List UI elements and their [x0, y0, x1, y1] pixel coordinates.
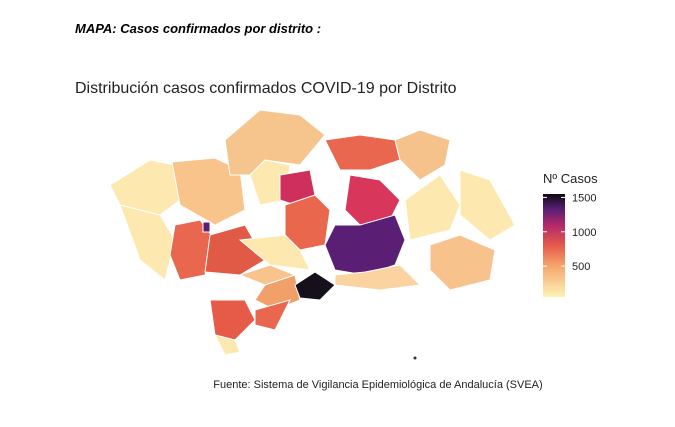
district [119, 204, 176, 281]
map [109, 109, 516, 356]
colorbar [543, 194, 565, 297]
chart-title: Distribución casos confirmados COVID-19 … [75, 80, 457, 97]
district [459, 169, 516, 241]
district [202, 221, 211, 233]
district [169, 219, 216, 281]
header: MAPA: Casos confirmados por distrito : [75, 21, 321, 36]
colorbar-label: 1500 [572, 192, 596, 204]
source: Fuente: Sistema de Vigilancia Epidemioló… [213, 379, 542, 391]
district [209, 299, 256, 341]
district [204, 224, 266, 276]
district [238, 234, 311, 271]
district [394, 129, 451, 181]
district [224, 109, 326, 176]
district [254, 299, 291, 331]
district [404, 174, 461, 241]
district [171, 157, 246, 226]
district [214, 334, 241, 356]
colorbar-label: 500 [572, 261, 590, 273]
district [324, 134, 401, 171]
district [429, 234, 496, 291]
dot [413, 356, 417, 360]
colorbar-label: 1000 [572, 227, 596, 239]
legend-title: Nº Casos [543, 171, 598, 186]
district [324, 214, 406, 276]
district [294, 271, 336, 301]
